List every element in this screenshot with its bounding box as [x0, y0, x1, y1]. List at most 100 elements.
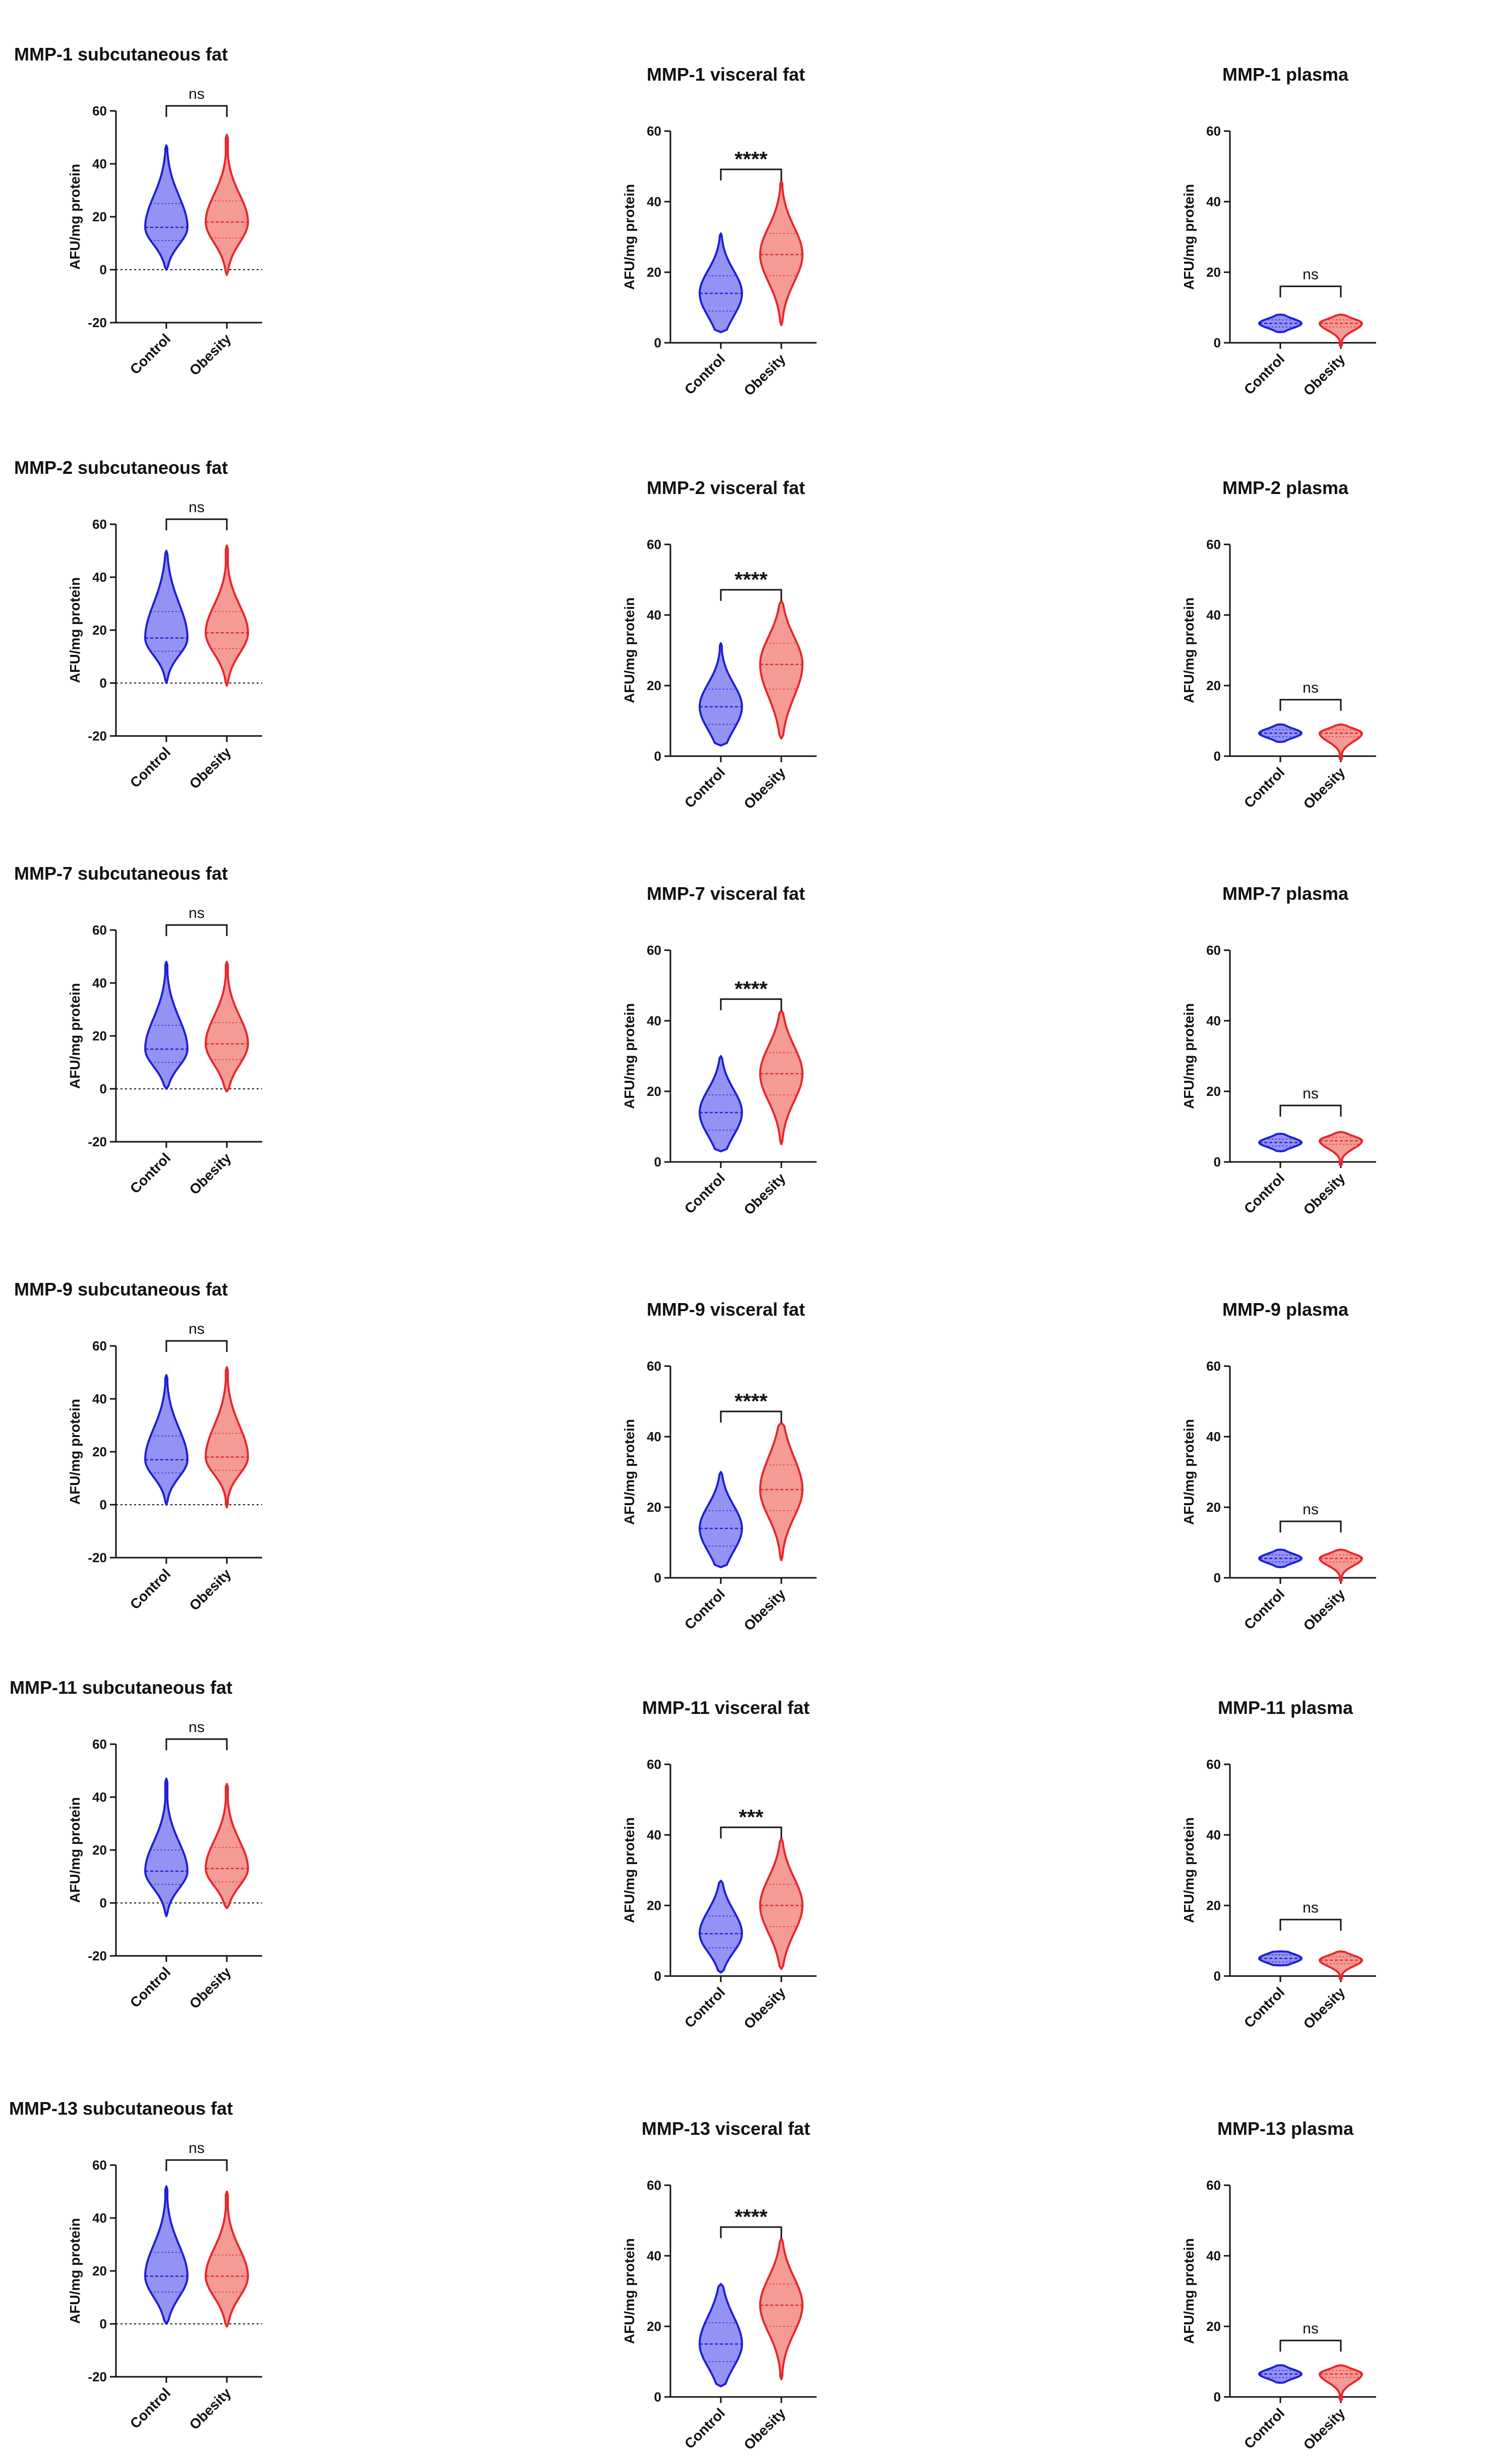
chart-panel: MMP-7 visceral fat AFU/mg protein 0 20 40 60 *… [585, 849, 968, 1218]
category-label-obesity: Obesity [1300, 2405, 1348, 2453]
y-axis-label: AFU/mg protein [1181, 1817, 1197, 1923]
y-axis-label: AFU/mg protein [1181, 1419, 1197, 1525]
y-axis-label: AFU/mg protein [1181, 1003, 1197, 1109]
y-tick-label: 20 [1206, 265, 1221, 280]
chart-panel: MMP-2 plasma AFU/mg protein 0 20 40 60 ns Contr… [1144, 444, 1487, 812]
y-tick-label: -20 [88, 1134, 107, 1149]
category-label-control: Control [127, 744, 173, 790]
y-tick-label: 0 [100, 1895, 107, 1911]
category-label-obesity: Obesity [741, 2405, 789, 2453]
violin-control [144, 1777, 189, 1918]
significance-bracket [720, 1410, 782, 1423]
chart-title: MMP-1 subcutaneous fat [14, 44, 228, 65]
violin-chart: MMP-1 plasma AFU/mg protein 0 20 40 60 ns Contr… [1181, 64, 1376, 399]
y-tick-label: 0 [654, 1968, 661, 1984]
y-tick-label: 20 [1206, 1500, 1221, 1515]
chart-panel: MMP-7 plasma AFU/mg protein 0 20 40 60 ns Contr… [1144, 849, 1487, 1218]
significance-label: **** [734, 147, 768, 171]
y-tick-label: 20 [92, 623, 107, 638]
violin-chart: MMP-9 visceral fat AFU/mg protein 0 20 40 60 *… [622, 1299, 817, 1634]
chart-panel: MMP-9 visceral fat AFU/mg protein 0 20 40 60 *… [585, 1265, 968, 1634]
y-tick-label: 0 [654, 1570, 661, 1585]
chart-panel: MMP-7 subcutaneous fat AFU/mg protein -20 0… [14, 849, 413, 1212]
violin-chart: MMP-13 visceral fat AFU/mg protein 0 20 40 60… [622, 2118, 817, 2453]
significance-bracket [720, 168, 782, 180]
chart-panel: MMP-1 subcutaneous fat AFU/mg protein -20 0… [14, 30, 413, 393]
category-label-control: Control [1241, 2405, 1287, 2451]
violin-chart: MMP-13 plasma AFU/mg protein 0 20 40 60 ns Cont… [1181, 2118, 1376, 2453]
category-label-control: Control [127, 331, 173, 377]
violin-obesity [759, 2237, 803, 2380]
y-tick-label: 40 [1206, 194, 1221, 209]
y-tick-label: 60 [1206, 1359, 1221, 1374]
significance-bracket [1279, 2339, 1342, 2352]
significance-bracket [165, 1738, 228, 1750]
y-tick-label: 40 [647, 194, 661, 209]
violin-control [699, 232, 743, 333]
y-axis-label: AFU/mg protein [67, 2218, 83, 2324]
chart-panel: MMP-9 plasma AFU/mg protein 0 20 40 60 ns Contr… [1144, 1265, 1487, 1634]
y-tick-label: 20 [647, 1500, 661, 1515]
violin-obesity [759, 600, 803, 740]
y-tick-label: 20 [92, 209, 107, 224]
y-tick-label: 40 [92, 1391, 107, 1406]
significance-bracket [1279, 699, 1342, 711]
category-label-control: Control [681, 1586, 728, 1632]
significance-label: ns [1303, 1899, 1319, 1916]
y-tick-label: 60 [1206, 537, 1221, 552]
chart-title: MMP-1 plasma [1222, 64, 1349, 85]
y-axis-label: AFU/mg protein [67, 164, 83, 270]
violin-chart: MMP-11 subcutaneous fat AFU/mg protein -20… [10, 1677, 262, 2012]
y-tick-label: 0 [654, 2389, 661, 2405]
violin-chart: MMP-2 subcutaneous fat AFU/mg protein -20 0… [14, 457, 262, 792]
chart-title: MMP-9 visceral fat [647, 1299, 805, 1320]
y-tick-label: 60 [92, 922, 107, 938]
significance-bracket [1279, 1919, 1342, 1931]
y-tick-label: 40 [1206, 1429, 1221, 1444]
chart-panel: MMP-2 visceral fat AFU/mg protein 0 20 40 60 *… [585, 444, 968, 812]
category-label-obesity: Obesity [741, 764, 789, 812]
y-tick-label: 0 [1214, 2389, 1221, 2405]
category-label-control: Control [127, 1150, 173, 1196]
y-tick-label: 60 [1206, 943, 1221, 958]
y-tick-label: 0 [654, 749, 661, 764]
category-label-obesity: Obesity [1300, 764, 1348, 812]
y-axis-label: AFU/mg protein [67, 577, 83, 683]
category-label-control: Control [1241, 1170, 1287, 1216]
y-tick-label: 40 [92, 570, 107, 585]
significance-label: **** [734, 568, 768, 591]
y-tick-label: 40 [1206, 1013, 1221, 1028]
y-tick-label: 20 [1206, 2319, 1221, 2334]
significance-label: ns [1303, 1085, 1319, 1102]
y-tick-label: 40 [647, 1429, 661, 1444]
violin-chart: MMP-11 plasma AFU/mg protein 0 20 40 60 ns Cont… [1181, 1697, 1376, 2032]
y-tick-label: 60 [647, 1359, 661, 1374]
y-axis-label: AFU/mg protein [1181, 184, 1197, 290]
violin-control [699, 1055, 743, 1152]
violin-obesity [205, 961, 249, 1093]
y-tick-label: 20 [647, 1898, 661, 1913]
y-tick-label: 60 [647, 943, 661, 958]
chart-title: MMP-11 visceral fat [642, 1697, 810, 1718]
y-tick-label: 0 [1214, 749, 1221, 764]
y-tick-label: 0 [100, 262, 107, 277]
violin-control [699, 2283, 743, 2387]
violin-obesity [205, 134, 249, 276]
category-label-obesity: Obesity [1300, 1586, 1348, 1634]
chart-title: MMP-11 subcutaneous fat [10, 1677, 232, 1698]
chart-title: MMP-9 plasma [1222, 1299, 1349, 1320]
significance-bracket [1279, 1520, 1342, 1532]
category-label-obesity: Obesity [187, 1150, 234, 1198]
significance-bracket [165, 924, 228, 936]
chart-title: MMP-2 subcutaneous fat [14, 457, 228, 478]
significance-bracket [720, 2226, 782, 2238]
category-label-control: Control [1241, 351, 1287, 397]
violin-chart: MMP-13 subcutaneous fat AFU/mg protein -20… [9, 2098, 262, 2433]
y-tick-label: 20 [1206, 1898, 1221, 1913]
y-tick-label: 60 [1206, 1757, 1221, 1772]
y-tick-label: 60 [647, 124, 661, 139]
y-tick-label: 40 [92, 156, 107, 171]
chart-title: MMP-13 subcutaneous fat [9, 2098, 233, 2119]
significance-bracket [165, 518, 228, 530]
